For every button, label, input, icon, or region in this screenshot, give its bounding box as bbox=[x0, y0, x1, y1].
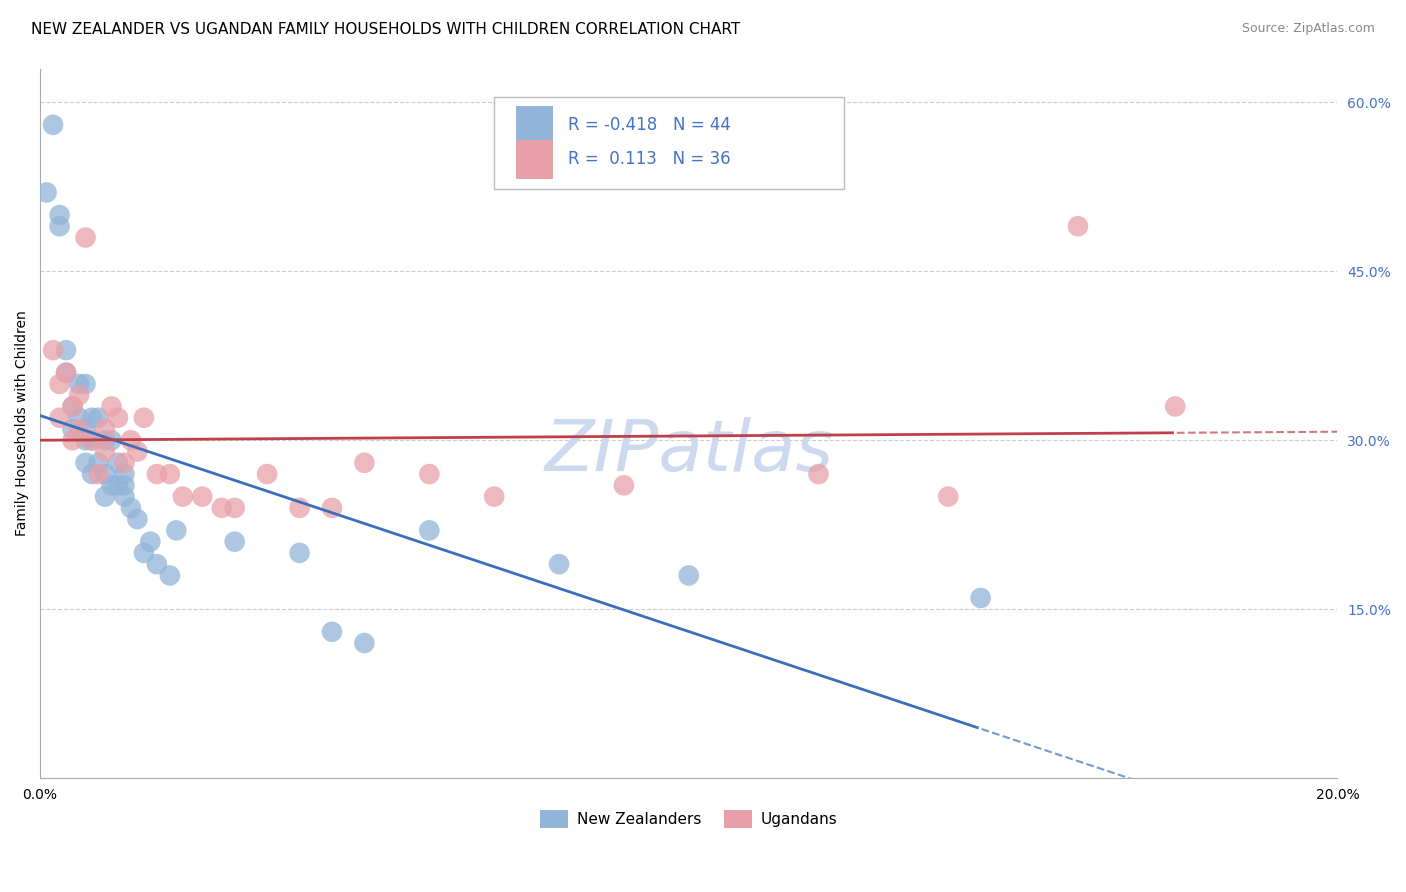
Point bbox=[418, 524, 440, 538]
Point bbox=[165, 524, 187, 538]
Point bbox=[94, 422, 117, 436]
Point bbox=[75, 456, 97, 470]
Point bbox=[80, 434, 103, 448]
Point bbox=[321, 624, 343, 639]
Point bbox=[127, 444, 149, 458]
Text: R = -0.418   N = 44: R = -0.418 N = 44 bbox=[568, 116, 731, 135]
Point bbox=[55, 343, 77, 358]
Point bbox=[288, 500, 311, 515]
Point bbox=[256, 467, 278, 481]
Point bbox=[418, 467, 440, 481]
Point bbox=[42, 343, 65, 358]
Point bbox=[67, 376, 90, 391]
FancyBboxPatch shape bbox=[516, 106, 553, 145]
Point bbox=[75, 376, 97, 391]
Point bbox=[75, 230, 97, 244]
Point bbox=[288, 546, 311, 560]
Point bbox=[75, 422, 97, 436]
Point bbox=[62, 434, 84, 448]
Point bbox=[42, 118, 65, 132]
Point bbox=[321, 500, 343, 515]
Point bbox=[159, 568, 181, 582]
Point bbox=[548, 557, 571, 571]
FancyBboxPatch shape bbox=[516, 140, 553, 179]
Point bbox=[87, 467, 110, 481]
Point bbox=[94, 434, 117, 448]
Point bbox=[48, 208, 70, 222]
Point bbox=[807, 467, 830, 481]
Point bbox=[132, 546, 155, 560]
Point bbox=[482, 490, 505, 504]
Point bbox=[211, 500, 233, 515]
Point bbox=[353, 636, 375, 650]
Point bbox=[936, 490, 959, 504]
Point bbox=[127, 512, 149, 526]
Point bbox=[94, 467, 117, 481]
Point bbox=[75, 434, 97, 448]
Point bbox=[172, 490, 194, 504]
Point bbox=[678, 568, 700, 582]
Point bbox=[191, 490, 214, 504]
Point bbox=[62, 400, 84, 414]
Point bbox=[67, 410, 90, 425]
Point bbox=[48, 410, 70, 425]
Point bbox=[613, 478, 636, 492]
Point bbox=[159, 467, 181, 481]
Point bbox=[353, 456, 375, 470]
Point bbox=[80, 467, 103, 481]
Text: ZIPatlas: ZIPatlas bbox=[544, 417, 834, 486]
Text: NEW ZEALANDER VS UGANDAN FAMILY HOUSEHOLDS WITH CHILDREN CORRELATION CHART: NEW ZEALANDER VS UGANDAN FAMILY HOUSEHOL… bbox=[31, 22, 740, 37]
Point bbox=[35, 186, 58, 200]
Point bbox=[48, 219, 70, 234]
Point bbox=[80, 410, 103, 425]
Point bbox=[87, 410, 110, 425]
Point bbox=[114, 478, 136, 492]
Point bbox=[146, 467, 169, 481]
Legend: New Zealanders, Ugandans: New Zealanders, Ugandans bbox=[534, 804, 844, 834]
Point bbox=[139, 534, 162, 549]
Point bbox=[100, 434, 122, 448]
Point bbox=[55, 366, 77, 380]
Point bbox=[114, 456, 136, 470]
Point bbox=[224, 500, 246, 515]
Point bbox=[132, 410, 155, 425]
Point bbox=[94, 444, 117, 458]
Point bbox=[62, 422, 84, 436]
Point bbox=[100, 478, 122, 492]
Point bbox=[107, 478, 129, 492]
Point bbox=[107, 410, 129, 425]
Point bbox=[120, 500, 142, 515]
Point bbox=[114, 467, 136, 481]
Point bbox=[62, 400, 84, 414]
Point bbox=[100, 400, 122, 414]
FancyBboxPatch shape bbox=[494, 97, 845, 189]
Point bbox=[1067, 219, 1090, 234]
Point bbox=[120, 434, 142, 448]
Point bbox=[55, 366, 77, 380]
Point bbox=[87, 456, 110, 470]
Point bbox=[146, 557, 169, 571]
Y-axis label: Family Households with Children: Family Households with Children bbox=[15, 310, 30, 536]
Point bbox=[80, 434, 103, 448]
Text: R =  0.113   N = 36: R = 0.113 N = 36 bbox=[568, 151, 731, 169]
Point bbox=[969, 591, 991, 605]
Point bbox=[1164, 400, 1187, 414]
Point bbox=[48, 376, 70, 391]
Point bbox=[67, 422, 90, 436]
Point bbox=[114, 490, 136, 504]
Point bbox=[107, 456, 129, 470]
Point bbox=[224, 534, 246, 549]
Point bbox=[94, 490, 117, 504]
Text: Source: ZipAtlas.com: Source: ZipAtlas.com bbox=[1241, 22, 1375, 36]
Point bbox=[67, 388, 90, 402]
